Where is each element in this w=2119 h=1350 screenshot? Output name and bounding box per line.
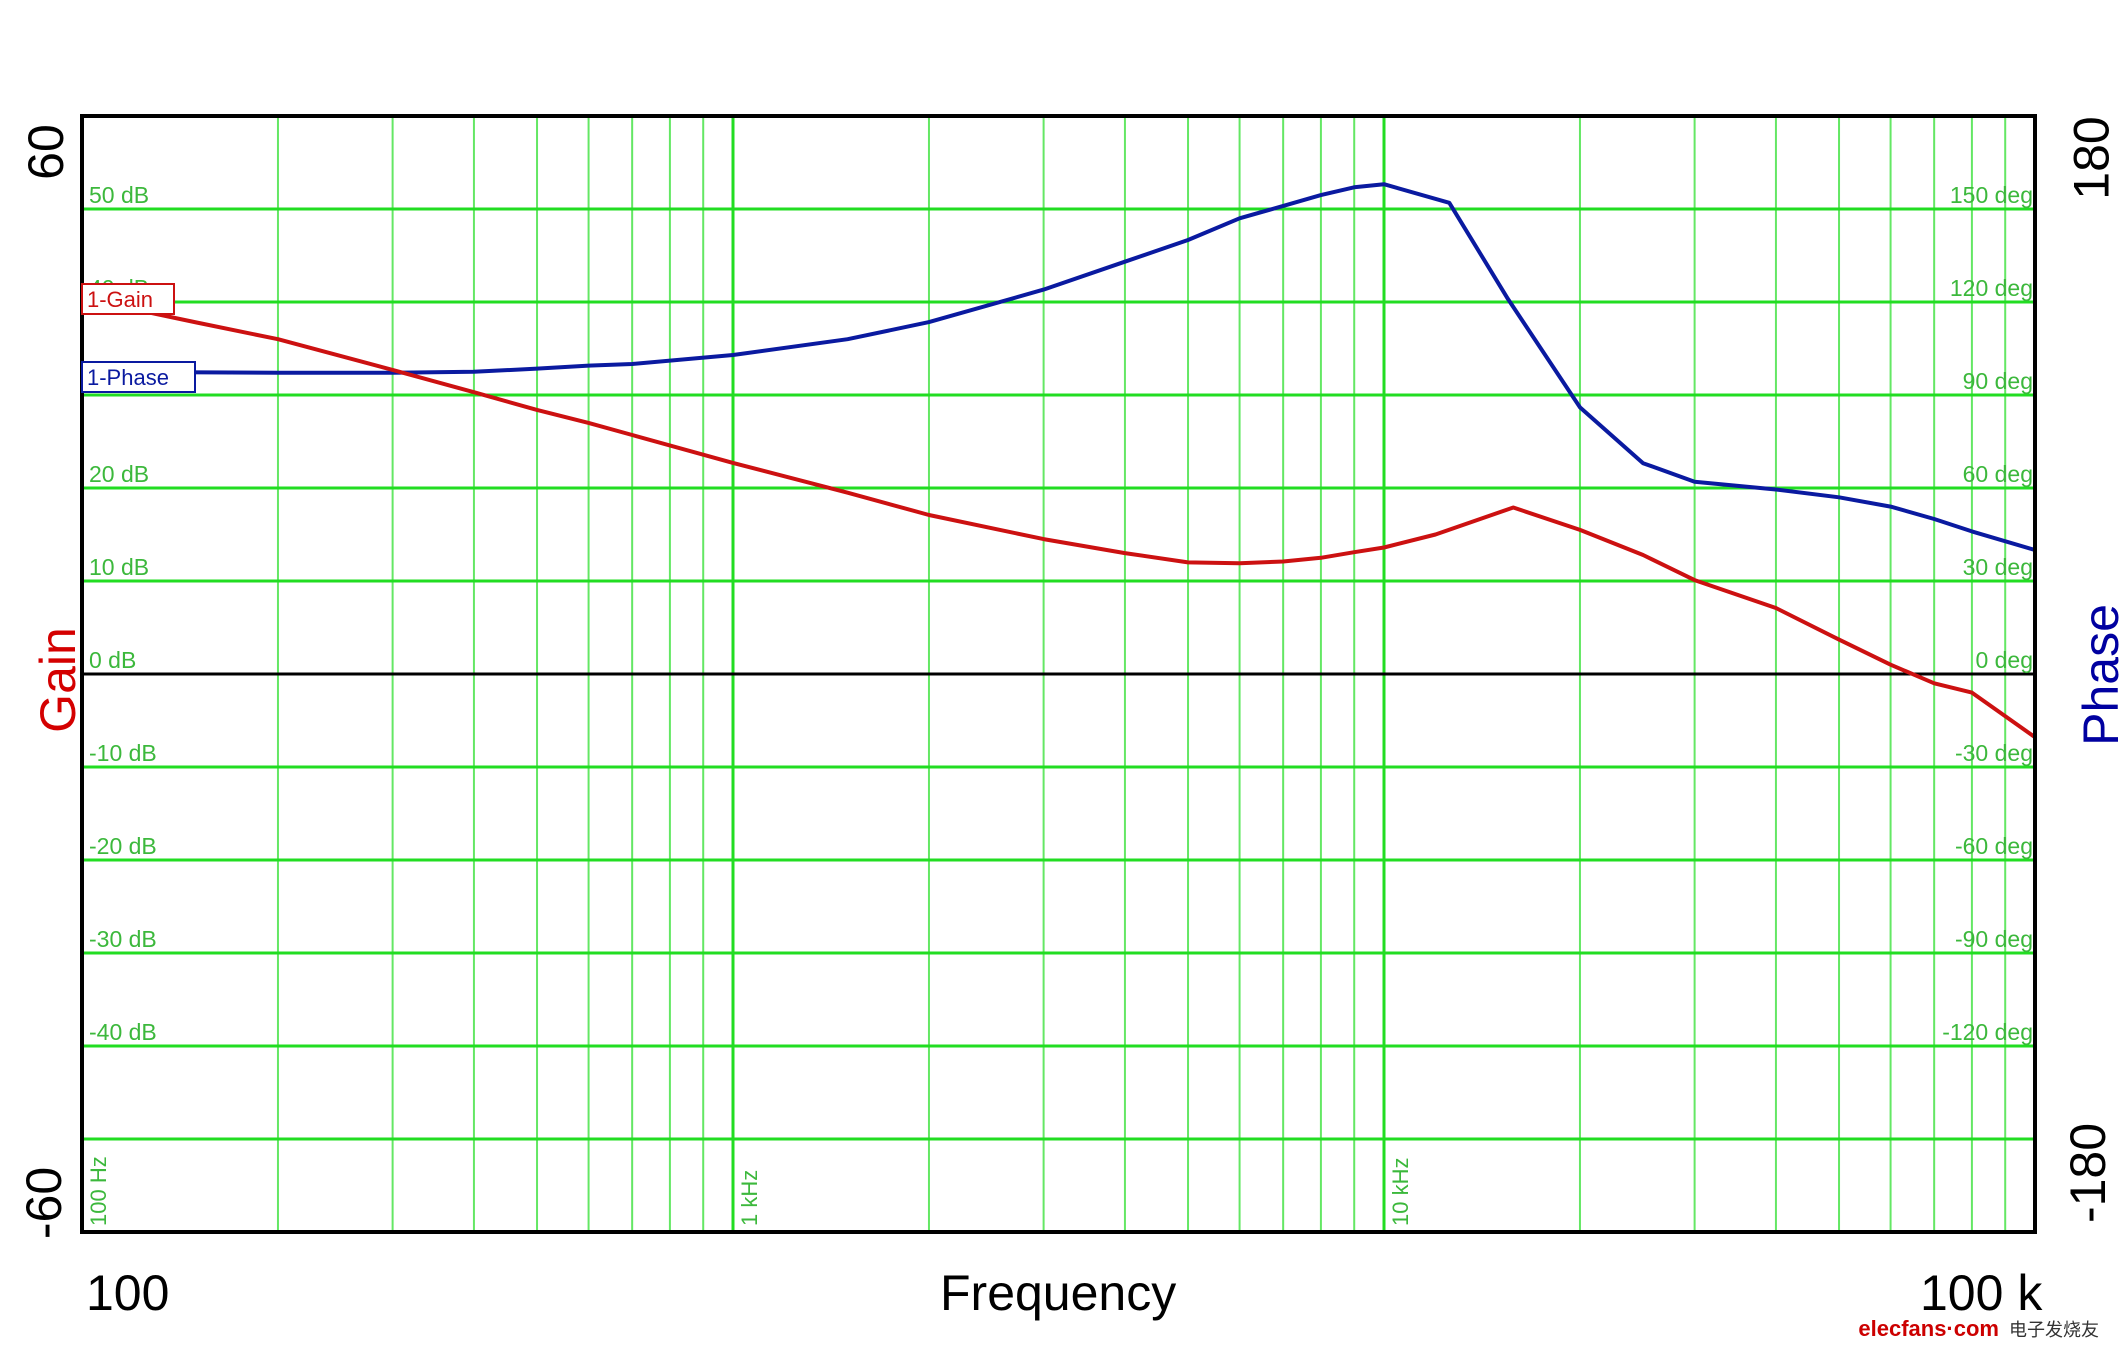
phase-tick-label: -60 deg [1955, 833, 2033, 859]
x-axis-title: Frequency [940, 1265, 1177, 1321]
phase-series-line [137, 182, 2036, 552]
svg-text:1-Phase: 1-Phase [87, 365, 169, 390]
x-axis-max-label: 100 k [1920, 1265, 2043, 1321]
legend-gain: 1-Gain [81, 283, 175, 315]
phase-axis-min-label: -180 [2060, 1122, 2117, 1224]
watermark-brand: elecfans·com [1858, 1316, 1999, 1341]
gain-axis-max-label: 60 [17, 124, 74, 180]
gain-axis-title: Gain [29, 627, 86, 733]
frequency-decade-labels: 100 Hz 1 kHz 10 kHz [86, 1156, 1413, 1226]
gain-tick-label: 20 dB [89, 461, 149, 487]
phase-tick-label: -30 deg [1955, 740, 2033, 766]
svg-text:1-Gain: 1-Gain [87, 287, 153, 312]
phase-tick-label: 90 deg [1963, 368, 2033, 394]
gain-tick-label: -10 dB [89, 740, 157, 766]
x-axis-min-label: 100 [86, 1265, 170, 1321]
decade-label: 10 kHz [1388, 1158, 1413, 1226]
phase-tick-label: 60 deg [1963, 461, 2033, 487]
phase-tick-label: -120 deg [1942, 1019, 2033, 1045]
legend-phase: 1-Phase [81, 361, 196, 393]
phase-tick-labels: 150 deg 120 deg 90 deg 60 deg 30 deg 0 deg -30… [1942, 182, 2033, 1045]
gain-axis-min-label: -60 [16, 1166, 73, 1240]
gain-tick-label: -40 dB [89, 1019, 157, 1045]
decade-label: 1 kHz [737, 1170, 762, 1226]
phase-tick-label: -90 deg [1955, 926, 2033, 952]
gain-tick-label: 0 dB [89, 647, 136, 673]
phase-tick-label: 120 deg [1950, 275, 2033, 301]
gain-tick-label: 50 dB [89, 182, 149, 208]
plot-frame [80, 114, 2037, 1234]
phase-tick-label: 30 deg [1963, 554, 2033, 580]
decade-label: 100 Hz [86, 1156, 111, 1226]
gain-tick-label: 10 dB [89, 554, 149, 580]
phase-tick-label: 0 deg [1975, 647, 2033, 673]
watermark-cn: 电子发烧友 [2009, 1320, 2099, 1341]
gain-series-line [116, 303, 2037, 739]
gain-tick-label: -20 dB [89, 833, 157, 859]
phase-tick-label: 150 deg [1950, 182, 2033, 208]
phase-axis-title: Phase [2072, 604, 2119, 746]
watermark: elecfans·com 电子发烧友 [1858, 1316, 2099, 1342]
gain-tick-label: -30 dB [89, 926, 157, 952]
grid-horizontal-lines [82, 207, 2035, 1141]
phase-axis-max-label: 180 [2063, 116, 2119, 200]
